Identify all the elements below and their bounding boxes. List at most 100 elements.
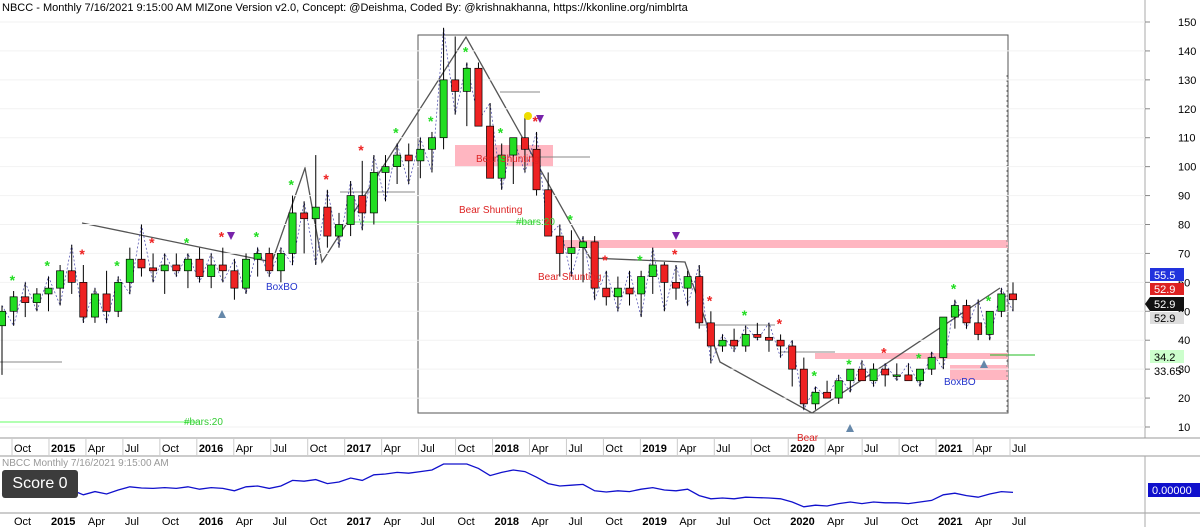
candle-body (579, 241, 587, 248)
candle-body (741, 334, 750, 347)
candle-body (497, 154, 506, 179)
bear-shunting-label-1: Bear Shunting (476, 154, 539, 165)
x-tick-label-lower: Jul (421, 516, 435, 527)
candle-body (997, 293, 1006, 312)
x-tick-label-lower: Apr (531, 516, 548, 527)
price-badge-gray (1150, 312, 1184, 324)
chart-title: NBCC - Monthly 7/16/2021 9:15:00 AM MIZo… (2, 2, 689, 14)
x-tick-label-lower: Oct (310, 516, 327, 527)
candle-body (149, 267, 158, 272)
x-tick-label-lower: 2019 (642, 516, 666, 527)
x-tick-label-lower: Oct (901, 516, 918, 527)
candle-body (230, 270, 239, 289)
x-tick-label-lower: Apr (88, 516, 105, 527)
boxbo-label-1: BoxBO (266, 282, 298, 293)
candle-body (486, 125, 495, 179)
y-tick-label: 40 (1178, 335, 1190, 347)
candle-body (195, 258, 204, 277)
candle-body (985, 310, 994, 335)
red-star-marker: * (533, 113, 539, 129)
green-star-marker: * (811, 368, 817, 384)
candle-body (706, 322, 715, 347)
x-tick-label-lower: 2021 (938, 516, 962, 527)
candle-body (300, 212, 309, 220)
x-tick-label: Apr (236, 443, 253, 455)
candle-body (509, 137, 518, 156)
boxbo-label-2: BoxBO (944, 377, 976, 388)
candle-body (846, 368, 855, 382)
green-star-marker: * (742, 307, 748, 323)
dotted-swing-line (1, 27, 1014, 411)
candle-body (183, 258, 192, 272)
candle-body (253, 253, 262, 260)
candle-body (567, 247, 576, 254)
candle-body (137, 258, 146, 269)
y-tick-label: 140 (1178, 46, 1196, 58)
x-tick-label: Jul (716, 443, 730, 455)
candle-body (276, 253, 285, 272)
price-axis-panel (1145, 0, 1200, 438)
x-tick-label: 2017 (347, 443, 371, 455)
down-triangle-marker-3 (672, 232, 680, 240)
candle-body (869, 368, 878, 382)
red-star-marker: * (602, 252, 608, 268)
green-star-marker: * (567, 211, 573, 227)
x-tick-label: Jul (125, 443, 139, 455)
red-star-marker: * (672, 246, 678, 262)
x-tick-label: Oct (458, 443, 475, 455)
up-triangle-marker-2 (846, 424, 854, 432)
indicator-value-badge (1148, 483, 1200, 497)
red-star-marker: * (881, 344, 887, 360)
indicator-layer (1, 463, 1014, 508)
x-tick-label: Apr (531, 443, 548, 455)
red-star-marker: * (79, 246, 85, 262)
x-tick-label: Apr (384, 443, 401, 455)
candle-body (288, 212, 297, 254)
y-tick-label: 20 (1178, 393, 1190, 405)
candle-body (91, 293, 99, 318)
indicator-line (1, 463, 1014, 508)
bear-shunting-label-2: Bear Shunting (459, 205, 522, 216)
candle-body (602, 287, 611, 298)
score-badge: Score 0 (2, 470, 78, 498)
x-tick-label-lower: Apr (384, 516, 401, 527)
green-star-marker: * (44, 258, 50, 274)
candle-body (218, 264, 227, 272)
candle-body (393, 154, 402, 167)
candle-body (660, 264, 669, 283)
green-star-marker: * (393, 125, 399, 141)
marker-layer: * * * * * * * * * * * * * * * * * * * * * * * * * * * * * (10, 44, 992, 384)
down-triangle-marker-1 (227, 232, 235, 240)
candle-body (648, 264, 657, 277)
candle-body (346, 195, 355, 225)
x-tick-label-lower: Jul (568, 516, 582, 527)
price-plain-label: 33.65 (1154, 366, 1182, 378)
candle-body (428, 137, 436, 150)
x-tick-label-lower: Jul (716, 516, 730, 527)
x-tick-label-lower: Oct (162, 516, 179, 527)
y-tick-label: 30 (1178, 364, 1190, 376)
x-tick-label-lower: Apr (975, 516, 992, 527)
x-tick-label-lower: 2015 (51, 516, 75, 527)
down-triangle-marker-2 (536, 115, 544, 123)
x-tick-label-lower: Oct (605, 516, 622, 527)
price-badge-gray-text: 52.9 (1154, 313, 1175, 325)
green-star-marker: * (498, 125, 504, 141)
candle-body (939, 316, 948, 358)
candle-body (683, 276, 692, 289)
candle-body (950, 305, 959, 318)
candle-body (834, 380, 843, 399)
red-star-marker: * (358, 142, 364, 158)
green-star-marker: * (916, 350, 922, 366)
x-tick-label-lower: 2018 (495, 516, 519, 527)
x-tick-label-lower: Apr (827, 516, 844, 527)
candle-body (160, 264, 169, 272)
up-triangle-marker-1 (218, 310, 226, 318)
price-badge-red-text: 52.9 (1154, 284, 1175, 296)
bars-label-2: #bars:20 (516, 217, 555, 228)
candle-body (695, 276, 704, 324)
x-tick-label: Jul (864, 443, 878, 455)
candle-body (114, 282, 123, 312)
